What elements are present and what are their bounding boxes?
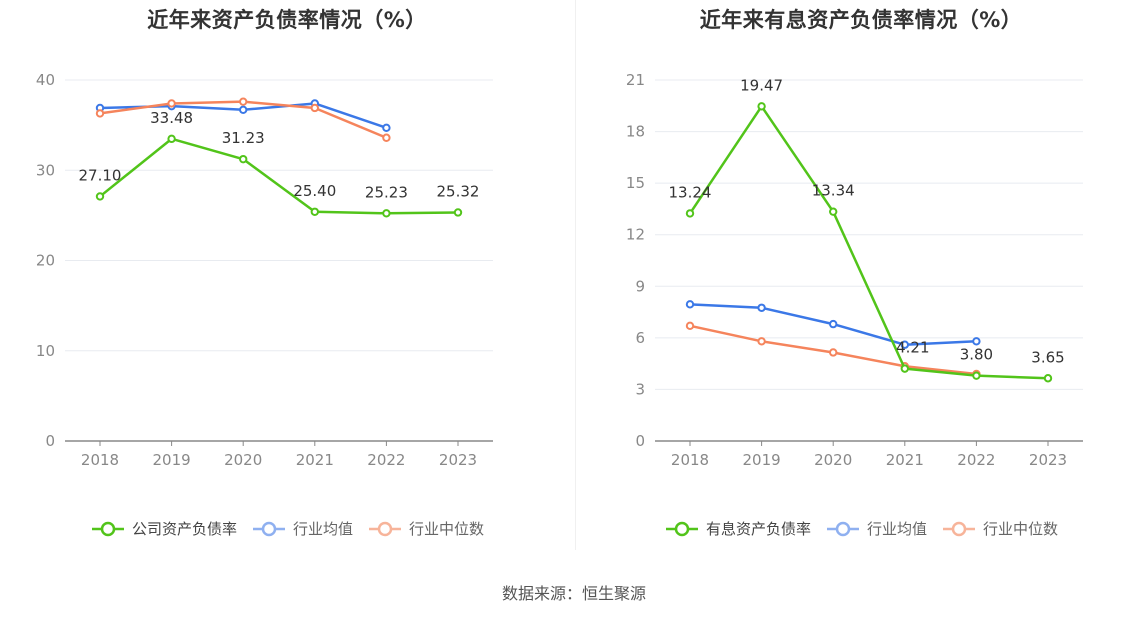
data-label: 31.23 <box>222 129 265 147</box>
series-line-company <box>688 105 1049 380</box>
data-point-company <box>900 364 909 373</box>
data-label: 13.34 <box>812 182 855 200</box>
legend-line-icon <box>369 521 401 536</box>
series-line-company <box>99 137 459 215</box>
data-point-median <box>95 109 105 118</box>
legend-item-company[interactable]: 有息资产负债率 <box>664 518 811 539</box>
interest-debt-ratio-chart: 0 3 6 9 12 15 18 21 2018 2019 2020 2021 2022 2023 13.2… <box>626 71 1083 469</box>
legend-line-icon <box>665 521 698 536</box>
x-tick-label: 2022 <box>367 451 405 469</box>
x-tick-label: 2021 <box>886 451 924 469</box>
legend-line-icon <box>943 521 975 536</box>
legend-item-company[interactable]: 公司资产负债率 <box>90 518 237 539</box>
data-point-avg <box>685 300 695 309</box>
x-tick-label: 2023 <box>439 451 477 469</box>
y-tick-label: 20 <box>36 252 55 270</box>
legend-item-avg[interactable]: 行业均值 <box>825 518 927 539</box>
debt-ratio-chart: 0 10 20 30 40 2018 2019 2020 2021 2022 2023 27.10 33… <box>36 71 493 469</box>
chart-title: 近年来资产负债率情况（%） <box>147 8 427 32</box>
y-tick-label: 9 <box>635 277 645 295</box>
legend-line-icon <box>826 521 859 536</box>
y-tick-label: 15 <box>626 174 645 192</box>
data-point-median <box>310 103 319 113</box>
data-label: 3.80 <box>960 346 993 364</box>
legend-label: 行业均值 <box>292 520 353 538</box>
y-tick-label: 18 <box>626 123 645 141</box>
data-point-avg <box>757 303 766 312</box>
data-point-company <box>310 207 319 216</box>
legend-item-avg[interactable]: 行业均值 <box>251 518 353 539</box>
x-tick-label: 2018 <box>671 451 709 469</box>
data-point-company <box>167 134 176 144</box>
x-tick-label: 2019 <box>743 451 781 469</box>
y-tick-label: 6 <box>635 329 645 347</box>
x-tick-label: 2021 <box>296 451 334 469</box>
y-tick-label: 40 <box>36 71 55 89</box>
data-point-company <box>95 192 105 201</box>
data-point-company <box>972 371 981 380</box>
x-tick-label: 2019 <box>153 451 191 469</box>
data-label: 25.32 <box>437 182 480 200</box>
y-tick-label: 10 <box>36 342 55 360</box>
data-point-company <box>382 209 391 218</box>
data-point-avg <box>972 337 981 346</box>
y-tick-label: 30 <box>36 161 55 179</box>
legend-label: 行业中位数 <box>983 520 1059 538</box>
x-tick-label: 2020 <box>814 451 852 469</box>
legend-item-median[interactable]: 行业中位数 <box>941 518 1058 539</box>
y-tick-label: 0 <box>45 432 55 450</box>
data-point-company <box>453 208 463 217</box>
data-label: 33.48 <box>150 109 193 127</box>
data-point-median <box>685 321 695 331</box>
legend: 公司资产负债率 行业均值 行业中位数 <box>0 518 574 539</box>
x-tick-label: 2023 <box>1029 451 1067 469</box>
data-point-company <box>685 209 695 218</box>
legend-label: 有息资产负债率 <box>705 520 811 538</box>
data-label: 25.40 <box>293 182 336 200</box>
data-label: 25.23 <box>365 183 408 201</box>
x-tick-label: 2022 <box>957 451 995 469</box>
y-tick-label: 3 <box>635 380 645 398</box>
data-label: 19.47 <box>740 76 783 94</box>
x-tick-label: 2020 <box>224 451 262 469</box>
data-label: 27.10 <box>79 166 122 184</box>
data-label: 3.65 <box>1031 348 1064 366</box>
data-point-median <box>167 99 176 108</box>
legend-label: 行业中位数 <box>409 520 485 538</box>
data-point-median <box>239 97 248 106</box>
legend: 有息资产负债率 行业均值 行业中位数 <box>574 518 1148 539</box>
data-point-median <box>829 348 838 357</box>
legend-label: 公司资产负债率 <box>131 520 237 538</box>
data-label: 4.21 <box>896 339 929 357</box>
data-point-company <box>757 102 766 111</box>
data-point-avg <box>382 123 391 133</box>
legend-line-icon <box>252 521 285 536</box>
y-tick-label: 12 <box>626 226 645 244</box>
chart-title: 近年来有息资产负债率情况（%） <box>699 8 1023 32</box>
data-source: 数据来源：恒生聚源 <box>501 584 646 603</box>
legend-line-icon <box>91 521 124 536</box>
data-point-company <box>1043 374 1053 383</box>
x-tick-label: 2018 <box>81 451 119 469</box>
data-point-avg <box>829 319 838 329</box>
left-chart-panel: 近年来资产负债率情况（%） 0 10 20 30 40 2018 2019 2020 2021 2… <box>0 0 574 560</box>
legend-item-median[interactable]: 行业中位数 <box>367 518 484 539</box>
data-point-avg <box>239 105 248 114</box>
y-tick-label: 21 <box>626 71 645 89</box>
right-chart-panel: 近年来有息资产负债率情况（%） 0 3 6 9 12 15 18 21 2018 2019 2020… <box>574 0 1148 560</box>
data-point-company <box>829 207 838 216</box>
data-point-median <box>757 337 766 346</box>
panel-divider <box>575 0 576 550</box>
data-point-median <box>382 133 391 142</box>
data-point-avg <box>900 340 909 349</box>
y-tick-label: 0 <box>635 432 645 450</box>
data-point-company <box>239 154 248 164</box>
legend-label: 行业均值 <box>866 520 927 538</box>
data-label: 13.24 <box>669 183 712 201</box>
